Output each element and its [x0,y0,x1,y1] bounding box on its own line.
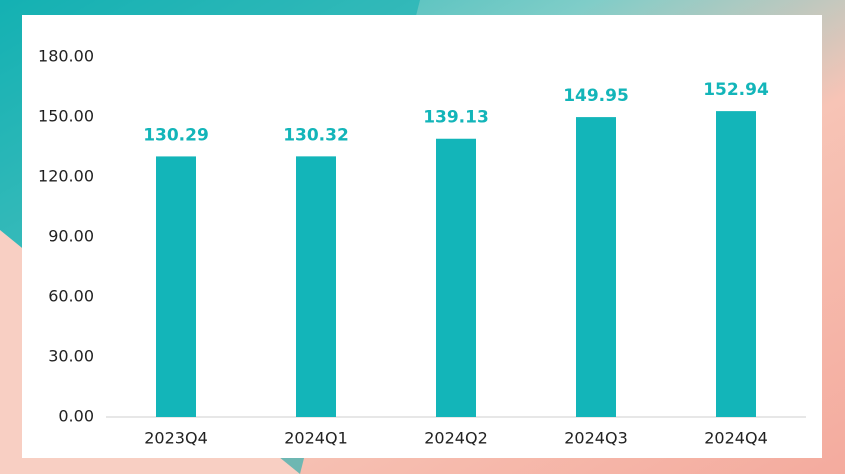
y-tick-label: 90.00 [48,227,94,246]
x-tick-label: 2024Q1 [284,429,348,448]
y-tick-label: 150.00 [38,107,94,126]
panel [22,15,822,458]
value-label: 139.13 [423,108,489,128]
bar [576,117,616,417]
x-tick-label: 2024Q2 [424,429,488,448]
y-tick-label: 120.00 [38,167,94,186]
bar [716,111,756,418]
value-label: 152.94 [703,80,769,100]
x-tick-label: 2024Q4 [704,429,768,448]
bar [156,156,196,418]
value-label: 130.32 [283,125,349,145]
bar [436,138,476,418]
y-tick-label: 60.00 [48,287,94,306]
x-tick-label: 2024Q3 [564,429,628,448]
y-tick-label: 180.00 [38,47,94,66]
y-tick-label: 0.00 [58,407,94,426]
x-tick-label: 2023Q4 [144,429,208,448]
value-label: 130.29 [143,125,209,145]
value-label: 149.95 [563,86,629,106]
y-tick-label: 30.00 [48,347,94,366]
bar [296,156,336,418]
